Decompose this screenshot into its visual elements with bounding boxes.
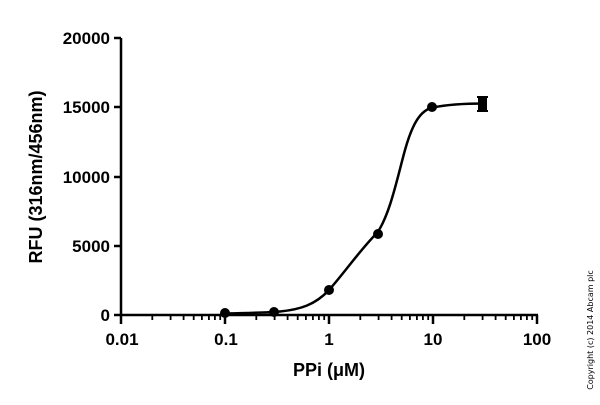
fit-curve bbox=[224, 102, 485, 315]
x-tick-label: 10 bbox=[424, 330, 443, 349]
x-tick-label: 0.1 bbox=[214, 330, 238, 349]
data-point bbox=[427, 102, 437, 112]
x-tick-label: 1 bbox=[324, 330, 333, 349]
data-points bbox=[220, 96, 488, 318]
y-tick-label: 0 bbox=[101, 306, 110, 325]
x-axis-title: PPi (μM) bbox=[293, 360, 365, 380]
y-tick-label: 5000 bbox=[72, 237, 110, 256]
x-tick-label: 100 bbox=[523, 330, 551, 349]
data-point-with-error-bar bbox=[477, 96, 488, 112]
data-point bbox=[324, 285, 334, 295]
data-point bbox=[269, 307, 279, 317]
y-axis: 0 5000 10000 15000 20000 bbox=[63, 29, 123, 325]
y-tick-label: 20000 bbox=[63, 29, 110, 48]
x-axis: 0.01 0.1 1 10 100 bbox=[105, 313, 551, 349]
y-tick-label: 15000 bbox=[63, 98, 110, 117]
data-point bbox=[220, 308, 230, 318]
y-tick-label: 10000 bbox=[63, 168, 110, 187]
x-tick-label: 0.01 bbox=[105, 330, 138, 349]
y-axis-title: RFU (316nm/456nm) bbox=[26, 90, 46, 263]
copyright-notice: Copyright (c) 2014 Abcam plc bbox=[586, 270, 595, 390]
data-point bbox=[373, 229, 383, 239]
